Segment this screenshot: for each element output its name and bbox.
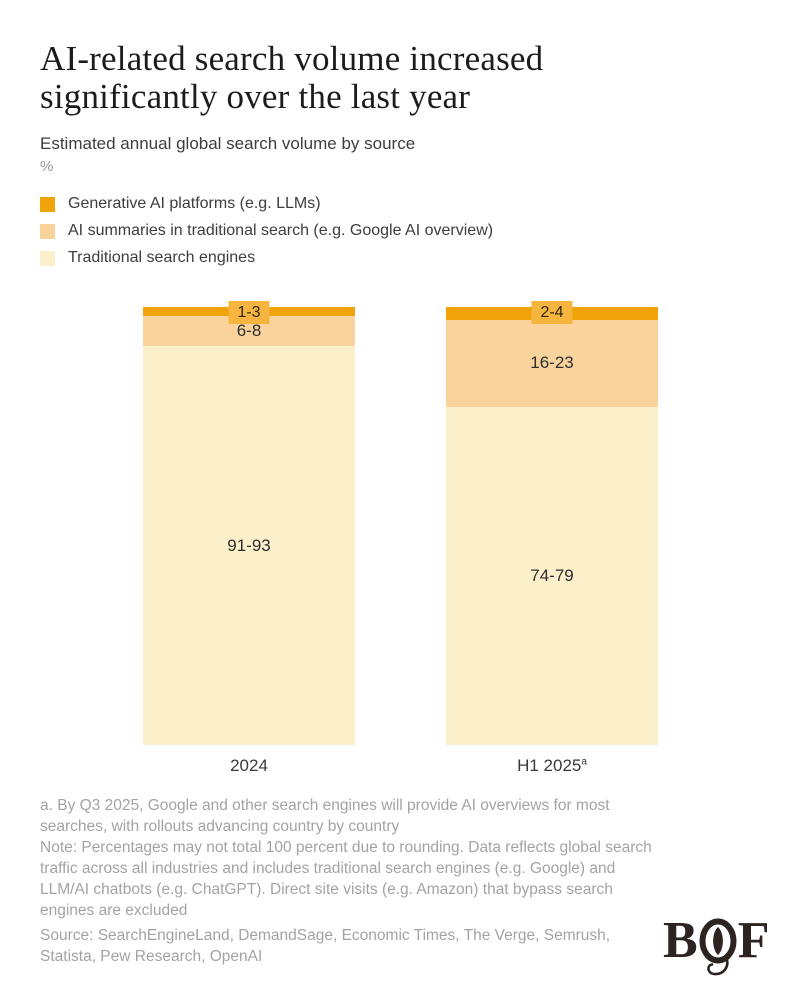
bof-logo: B F bbox=[663, 912, 770, 985]
bar-segment: 91-93 bbox=[143, 346, 355, 745]
source-line: Source: SearchEngineLand, DemandSage, Ec… bbox=[40, 927, 611, 965]
legend-item-ai-summaries: AI summaries in traditional search (e.g.… bbox=[40, 222, 493, 240]
chart-subtitle: Estimated annual global search volume by… bbox=[40, 134, 416, 153]
category-label: H1 2025a bbox=[517, 756, 587, 775]
logo-ornate-o-icon bbox=[697, 918, 739, 985]
legend-item-traditional-search: Traditional search engines bbox=[40, 249, 493, 267]
legend-label: Traditional search engines bbox=[68, 249, 256, 266]
segment-value-badge: 2-4 bbox=[531, 301, 573, 324]
legend-label: Generative AI platforms (e.g. LLMs) bbox=[68, 195, 321, 212]
footnote-block: a. By Q3 2025, Google and other search e… bbox=[40, 795, 658, 921]
logo-letter-b: B bbox=[663, 912, 698, 969]
bar-segment: 2-4 bbox=[446, 301, 658, 324]
unit-label: % bbox=[40, 158, 54, 175]
footnote-note: Note: Percentages may not total 100 perc… bbox=[40, 839, 652, 919]
legend-swatch bbox=[40, 196, 55, 212]
chart-title-line2: significantly over the last year bbox=[40, 77, 471, 116]
legend: Generative AI platforms (e.g. LLMs) AI s… bbox=[40, 195, 493, 267]
chart-title: AI-related search volume increased signi… bbox=[40, 40, 700, 116]
segment-value-label: 74-79 bbox=[530, 565, 574, 585]
bar-2024: 1-3 6-8 91-93 bbox=[143, 301, 355, 745]
bar-h1-2025: 2-4 16-23 74-79 bbox=[446, 301, 658, 745]
footnote-a: a. By Q3 2025, Google and other search e… bbox=[40, 797, 610, 835]
chart-area: 1-3 6-8 91-93 2024 2-4 16-23 74-79 H1 2025a bbox=[0, 300, 800, 790]
segment-value-label: 91-93 bbox=[227, 535, 271, 555]
legend-label: AI summaries in traditional search (e.g.… bbox=[68, 222, 494, 239]
bar-segment: 74-79 bbox=[446, 406, 658, 745]
logo-letter-f: F bbox=[737, 912, 770, 969]
segment-value-badge: 1-3 bbox=[228, 301, 270, 324]
legend-item-generative-ai: Generative AI platforms (e.g. LLMs) bbox=[40, 195, 493, 213]
segment-value-label: 6-8 bbox=[236, 320, 262, 340]
bar-segment: 1-3 bbox=[143, 301, 355, 324]
legend-swatch bbox=[40, 250, 55, 266]
bar-segment: 16-23 bbox=[446, 320, 658, 407]
segment-value-label: 16-23 bbox=[530, 353, 574, 373]
chart-title-line1: AI-related search volume increased bbox=[40, 39, 544, 78]
legend-swatch bbox=[40, 223, 55, 239]
category-label: 2024 bbox=[230, 756, 268, 775]
